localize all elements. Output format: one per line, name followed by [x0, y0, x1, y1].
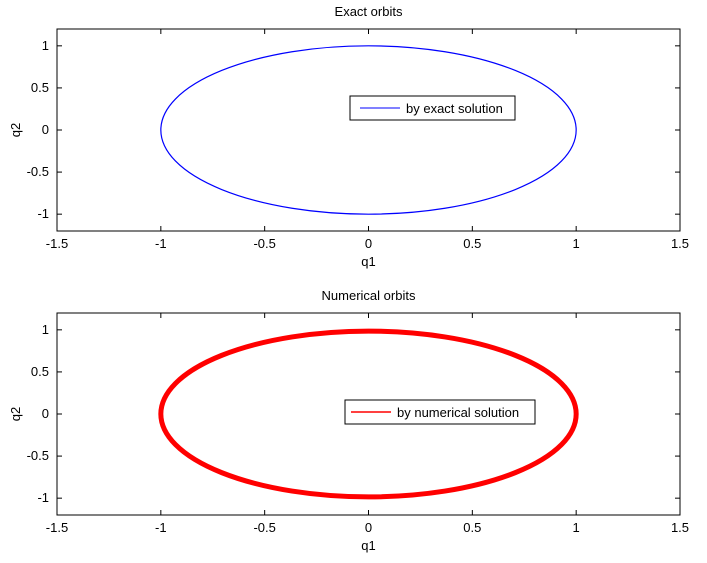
x-tick-label: 0 [365, 520, 372, 535]
y-tick-label: -0.5 [27, 164, 49, 179]
y-tick-label: -0.5 [27, 448, 49, 463]
y-tick-label: 0 [42, 406, 49, 421]
chart-title-1: Numerical orbits [322, 288, 416, 303]
x-tick-label: -0.5 [253, 520, 275, 535]
plot-area-0 [56, 28, 681, 232]
y-tick-label: 0 [42, 122, 49, 137]
y-axis-label-0: q2 [8, 123, 23, 137]
x-tick-label: -0.5 [253, 236, 275, 251]
chart-title-0: Exact orbits [335, 4, 403, 19]
x-tick-label: 0.5 [463, 236, 481, 251]
x-axis-label-1: q1 [361, 538, 375, 553]
y-tick-label: -1 [37, 490, 49, 505]
x-tick-label: 1 [573, 520, 580, 535]
x-tick-label: 0.5 [463, 520, 481, 535]
x-axis-label-0: q1 [361, 254, 375, 269]
x-tick-label: 1 [573, 236, 580, 251]
x-tick-label: 1.5 [671, 520, 689, 535]
series-line-1-0 [158, 328, 579, 500]
y-tick-label: 1 [42, 322, 49, 337]
x-tick-label: 1.5 [671, 236, 689, 251]
y-tick-label: 1 [42, 38, 49, 53]
series-line-0-0 [160, 45, 577, 215]
y-tick-label: 0.5 [31, 80, 49, 95]
x-tick-label: -1 [155, 520, 167, 535]
y-tick-label: 0.5 [31, 364, 49, 379]
legend-label-1: by numerical solution [397, 405, 519, 420]
legend-label-0: by exact solution [406, 101, 503, 116]
x-tick-label: -1 [155, 236, 167, 251]
x-tick-label: -1.5 [46, 520, 68, 535]
x-tick-label: 0 [365, 236, 372, 251]
y-axis-label-1: q2 [8, 407, 23, 421]
y-tick-label: -1 [37, 206, 49, 221]
x-tick-label: -1.5 [46, 236, 68, 251]
